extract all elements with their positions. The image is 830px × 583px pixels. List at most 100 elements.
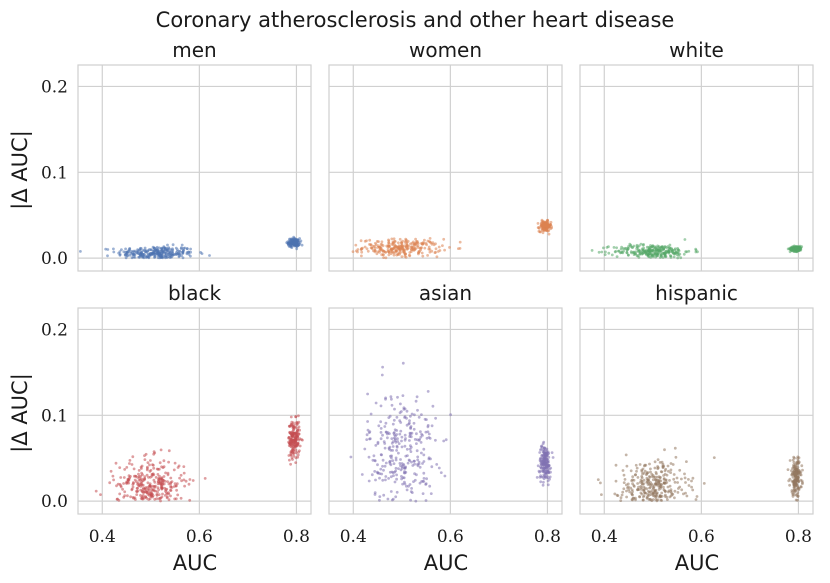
data-point	[691, 476, 695, 480]
data-point	[656, 465, 659, 468]
data-point	[653, 245, 657, 249]
data-point	[290, 238, 294, 242]
data-point	[157, 488, 161, 492]
data-point	[663, 254, 667, 257]
data-point	[788, 459, 792, 462]
data-point	[147, 256, 151, 260]
data-point	[622, 487, 626, 491]
data-point	[106, 254, 109, 258]
data-point	[442, 237, 446, 241]
data-point	[662, 251, 666, 255]
data-point	[687, 249, 691, 253]
data-point	[683, 476, 687, 480]
data-point	[428, 248, 432, 251]
data-point	[672, 477, 676, 481]
data-point	[666, 464, 670, 468]
data-point	[405, 240, 409, 244]
data-point	[627, 488, 631, 491]
panel-frame	[579, 64, 814, 272]
data-point	[410, 487, 413, 490]
data-point	[651, 474, 655, 477]
data-point	[289, 243, 293, 247]
data-point	[395, 490, 399, 494]
data-point	[434, 416, 437, 420]
data-point	[287, 424, 291, 428]
data-point	[656, 478, 660, 482]
data-point	[649, 467, 652, 471]
data-point	[298, 428, 301, 432]
data-point	[429, 457, 432, 461]
data-point	[140, 490, 144, 494]
data-point	[642, 478, 646, 482]
data-point	[174, 497, 178, 501]
data-point	[397, 451, 400, 455]
data-point	[795, 477, 798, 480]
data-point	[161, 492, 164, 496]
data-point	[642, 494, 646, 497]
data-point	[149, 252, 152, 255]
data-point	[409, 427, 412, 430]
data-point	[540, 453, 544, 457]
data-point	[650, 489, 654, 492]
data-point	[365, 438, 369, 441]
data-point	[296, 429, 299, 432]
data-point	[382, 468, 385, 472]
data-point	[381, 433, 384, 437]
data-point	[640, 470, 644, 473]
data-point	[408, 251, 412, 254]
data-point	[146, 481, 150, 485]
data-point	[546, 465, 550, 469]
data-point	[635, 254, 639, 258]
data-point	[671, 463, 675, 466]
data-point	[790, 489, 794, 492]
data-point	[544, 466, 547, 470]
data-point	[666, 485, 670, 489]
data-point	[393, 480, 397, 484]
data-point	[123, 490, 127, 494]
data-point	[182, 478, 186, 482]
data-point	[99, 493, 102, 496]
data-point	[657, 485, 661, 489]
scatter-points-men	[79, 235, 304, 260]
data-point	[156, 486, 160, 489]
y-tick-label: 0.2	[41, 77, 68, 97]
data-point	[416, 246, 420, 249]
data-point	[400, 435, 404, 439]
data-point	[417, 250, 421, 253]
data-point	[401, 394, 405, 397]
data-point	[639, 242, 643, 246]
data-point	[546, 221, 550, 225]
panel-title: asian	[419, 281, 472, 305]
data-point	[384, 475, 388, 478]
data-point	[162, 459, 166, 463]
data-point	[623, 247, 627, 251]
data-point	[550, 451, 554, 454]
panels: men 0.0 0.1 0.2 women white black 0.0 0.1 0.2 0.4 0…	[41, 38, 814, 547]
data-point	[406, 247, 409, 251]
data-point	[366, 249, 370, 253]
data-point	[669, 462, 673, 465]
data-point	[631, 475, 635, 479]
data-point	[152, 246, 156, 250]
data-point	[396, 395, 399, 399]
data-point	[106, 248, 110, 251]
data-point	[395, 415, 399, 419]
data-point	[442, 439, 446, 443]
data-point	[437, 245, 441, 249]
data-point	[683, 238, 687, 241]
data-point	[669, 488, 673, 492]
data-point	[359, 239, 363, 243]
data-point	[152, 466, 156, 470]
data-point	[381, 464, 384, 468]
data-point	[292, 454, 296, 458]
data-point	[613, 492, 617, 496]
data-point	[664, 478, 668, 482]
x-tick-label: 0.8	[283, 527, 310, 547]
data-point	[623, 478, 627, 481]
data-point	[544, 462, 548, 465]
panel-asian: asian 0.4 0.6 0.8	[328, 281, 563, 547]
data-point	[791, 493, 795, 497]
data-point	[405, 488, 409, 492]
data-point	[145, 473, 149, 477]
data-point	[365, 433, 369, 437]
